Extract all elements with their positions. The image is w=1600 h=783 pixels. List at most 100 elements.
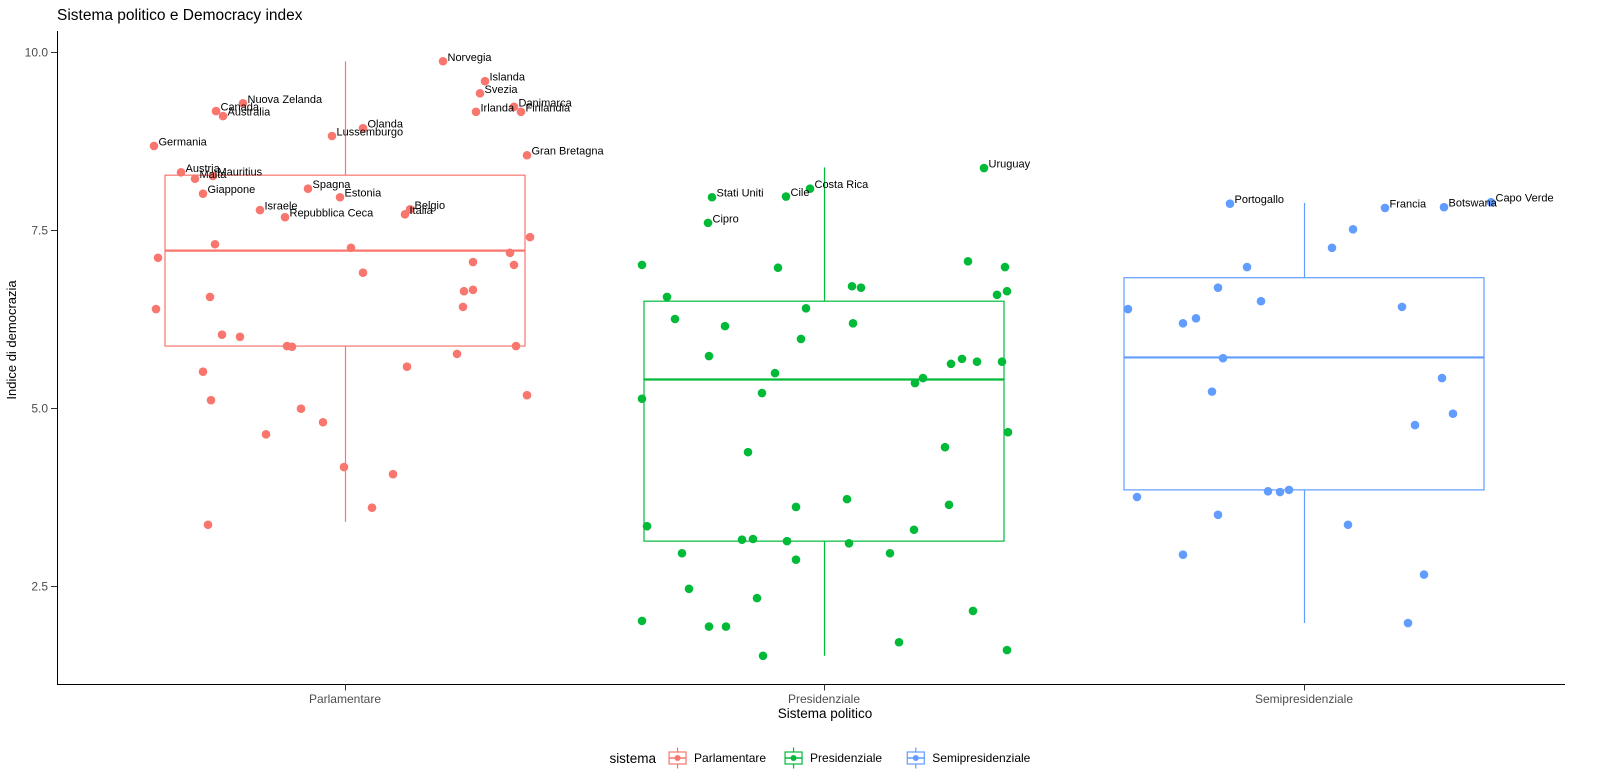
data-point [1486, 197, 1496, 207]
data-point [773, 263, 783, 273]
data-point [662, 292, 672, 302]
point-label: Cile [791, 187, 810, 199]
legend-key-point [674, 755, 681, 761]
x-tick-label: Presidenziale [788, 692, 860, 706]
x-tick-label: Semipresidenziale [1255, 692, 1353, 706]
data-point [438, 56, 448, 66]
data-point [516, 107, 526, 117]
data-point [1327, 243, 1337, 253]
data-point [910, 378, 920, 388]
point-label: Malta [200, 169, 228, 181]
point-label: Mauritius [218, 166, 263, 178]
data-point [748, 534, 758, 544]
data-point [743, 447, 753, 457]
point-label: Francia [1390, 198, 1428, 210]
x-axis: Parlamentare Presidenziale Semipresidenz… [57, 684, 1565, 721]
x-axis-title: Sistema politico [778, 706, 873, 721]
data-point [946, 359, 956, 369]
point-label: Gran Bretagna [532, 146, 605, 158]
data-point [720, 321, 730, 331]
y-tick-label: 2.5 [31, 580, 48, 594]
data-point [1263, 487, 1273, 496]
data-point [505, 248, 515, 258]
data-point [203, 520, 213, 530]
data-point [796, 334, 806, 344]
box-iqr [643, 300, 1005, 542]
x-tick-label: Parlamentare [309, 692, 381, 706]
data-point [198, 367, 208, 376]
data-point [637, 616, 647, 626]
data-point [1284, 485, 1294, 495]
data-point [235, 332, 245, 342]
data-point [400, 210, 410, 219]
data-point-layer [149, 56, 1496, 661]
data-point [522, 150, 532, 160]
data-point [468, 257, 478, 267]
data-point [388, 469, 398, 479]
point-label: Repubblica Ceca [290, 208, 375, 220]
boxplot-semipresidenziale [1123, 202, 1485, 624]
y-axis-title: Indice di democrazia [4, 280, 19, 400]
data-point [781, 192, 791, 201]
data-point [637, 260, 647, 270]
data-point [801, 304, 811, 313]
data-point [1397, 302, 1407, 312]
data-point [758, 651, 768, 661]
data-point [287, 342, 297, 352]
data-point [1275, 487, 1285, 497]
legend: sistema Parlamentare Presidenziale Semipres… [609, 747, 1031, 769]
data-point [1207, 387, 1217, 396]
data-point [206, 395, 216, 405]
point-label: Canada [221, 102, 260, 114]
data-point [1000, 262, 1010, 272]
data-point [471, 107, 481, 117]
data-point [1410, 420, 1420, 430]
point-label: Lussemburgo [337, 127, 404, 139]
data-point [318, 417, 328, 427]
data-point [1256, 296, 1266, 306]
data-point [805, 184, 815, 194]
legend-item-label: Presidenziale [810, 751, 882, 765]
point-label: Belgio [415, 200, 446, 212]
data-point [468, 285, 478, 295]
data-point [1178, 318, 1188, 328]
data-point [791, 555, 801, 564]
point-label: Nuova Zelanda [248, 94, 323, 106]
data-point [1242, 262, 1252, 272]
data-point [1218, 353, 1228, 363]
point-label: Olanda [368, 119, 404, 131]
data-point [684, 584, 694, 594]
data-point [972, 357, 982, 367]
data-point [894, 637, 904, 647]
boxplot-presidenziale [643, 167, 1005, 656]
data-point [957, 354, 967, 364]
legend-item-parlamentare: Parlamentare [668, 747, 766, 769]
y-tick-label: 7.5 [31, 224, 48, 238]
data-point [1132, 492, 1142, 502]
point-label: Capo Verde [1496, 193, 1554, 205]
data-point [721, 622, 731, 631]
data-point [367, 503, 377, 512]
data-point [968, 606, 978, 616]
data-point [210, 239, 220, 249]
data-point [339, 462, 349, 472]
data-point [509, 102, 519, 112]
data-point [303, 184, 313, 194]
data-point [208, 171, 218, 181]
data-point [525, 232, 535, 242]
data-point [752, 593, 762, 603]
data-point [346, 243, 356, 253]
data-point [1003, 427, 1013, 437]
data-point [211, 106, 221, 116]
legend-item-semipresidenziale: Semipresidenziale [906, 747, 1031, 769]
point-label: Austria [186, 163, 221, 175]
data-point [842, 494, 852, 504]
data-point [704, 622, 714, 631]
point-label: Finlandia [526, 102, 572, 114]
data-point [997, 357, 1007, 367]
data-point [511, 341, 521, 351]
point-label: Cipro [713, 213, 739, 225]
data-point [703, 218, 713, 228]
